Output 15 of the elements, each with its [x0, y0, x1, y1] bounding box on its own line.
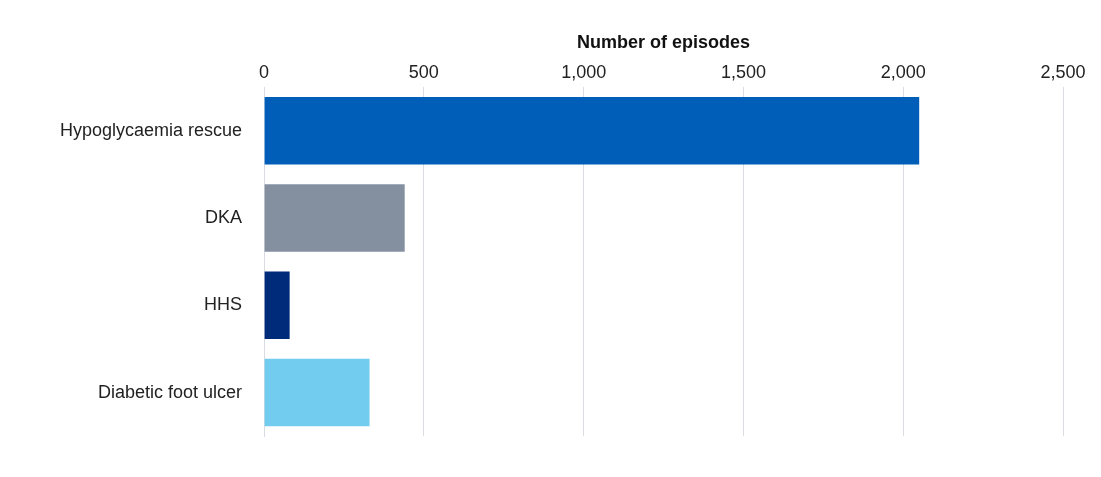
x-axis-title: Number of episodes — [577, 31, 751, 52]
y-tick-label: HHS — [204, 294, 243, 315]
bar — [264, 97, 920, 165]
x-tick-label: 1,000 — [561, 62, 607, 83]
y-tick-label: Diabetic foot ulcer — [98, 381, 243, 402]
x-tick-label: 500 — [408, 62, 439, 83]
x-tick-label: 2,500 — [1040, 62, 1086, 83]
bar — [264, 358, 370, 427]
x-tick-label: 2,000 — [880, 62, 926, 83]
y-tick-label: Hypoglycaemia rescue — [59, 119, 243, 140]
x-tick-label: 1,500 — [720, 62, 766, 83]
bar — [264, 271, 290, 340]
bar — [264, 184, 405, 252]
y-tick-label: DKA — [205, 207, 243, 228]
x-tick-label: 0 — [259, 62, 270, 83]
